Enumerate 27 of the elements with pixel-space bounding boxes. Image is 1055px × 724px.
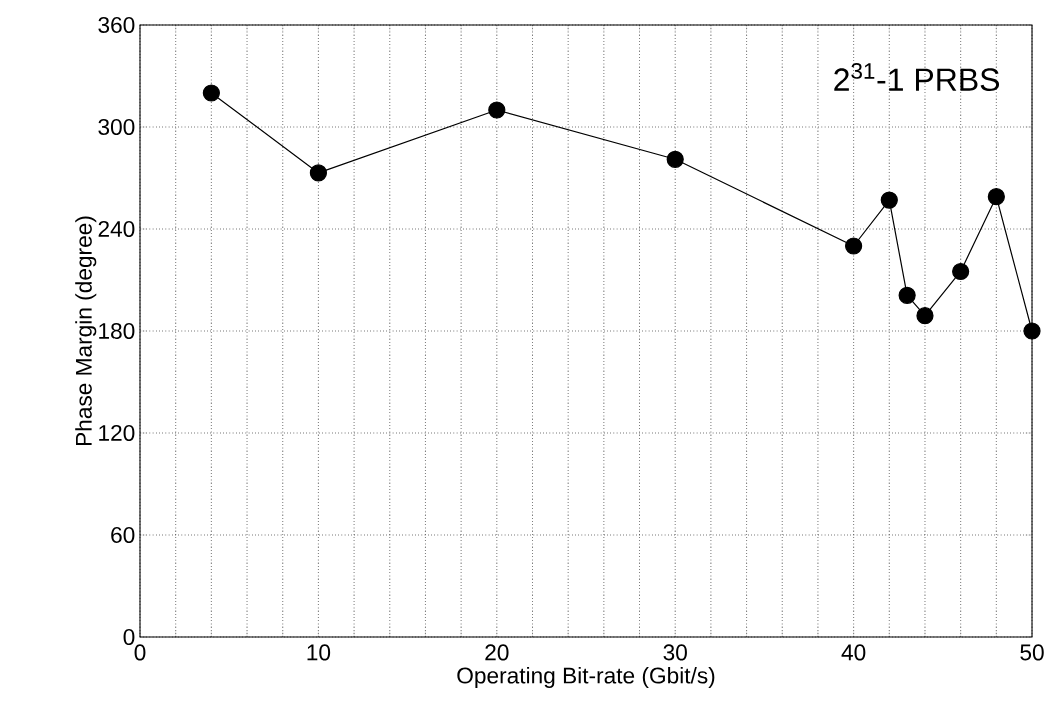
y-tick-label: 60 xyxy=(111,526,135,544)
x-axis-title: Operating Bit-rate (Gbit/s) xyxy=(457,666,715,689)
x-tick-label: 30 xyxy=(663,644,687,661)
y-tick-label: 240 xyxy=(98,220,135,238)
point xyxy=(202,84,220,102)
point xyxy=(845,237,863,255)
y-tick-label: 0 xyxy=(123,628,135,646)
y-axis-title: Phase Margin (degree) xyxy=(75,216,97,446)
point xyxy=(952,262,970,281)
point xyxy=(309,164,327,182)
x-tick-label: 40 xyxy=(841,644,866,661)
point xyxy=(898,286,916,304)
point xyxy=(488,101,506,119)
point xyxy=(916,307,934,325)
x-tick-label: 20 xyxy=(485,644,509,661)
annotation: 2$^{31}$-1 PRBS xyxy=(834,63,1000,92)
x-tick-label: 0 xyxy=(134,644,146,661)
y-tick-label: 120 xyxy=(99,424,135,442)
y-tick-label: 300 xyxy=(98,118,135,136)
point xyxy=(987,188,1005,206)
point xyxy=(666,150,684,168)
y-tick-label: 180 xyxy=(99,322,135,340)
y-tick-label: 360 xyxy=(98,16,135,34)
point xyxy=(1023,322,1041,340)
point xyxy=(880,191,898,209)
x-tick-label: 50 xyxy=(1020,644,1044,661)
x-tick-label: 10 xyxy=(307,644,331,661)
